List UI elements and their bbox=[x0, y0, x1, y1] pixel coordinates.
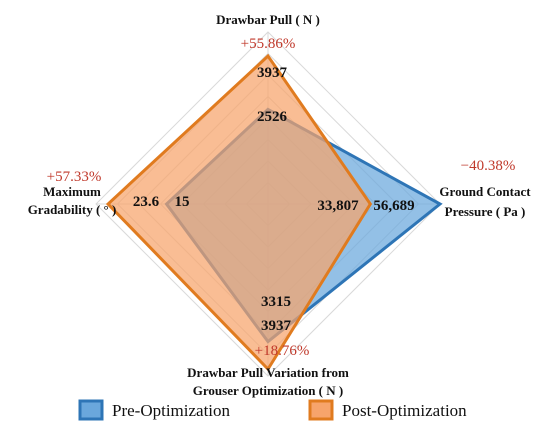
legend-swatch-post bbox=[308, 399, 334, 421]
value-label-drawbar-pull-post: 3937 bbox=[257, 65, 288, 81]
value-label-gradability-post: 23.6 bbox=[133, 194, 160, 210]
change-label-gradability: +57.33% bbox=[47, 169, 102, 185]
legend: Pre-Optimization Post-Optimization bbox=[78, 399, 467, 421]
legend-label-post: Post-Optimization bbox=[342, 401, 467, 420]
value-label-ground-pressure-pre: 56,689 bbox=[373, 198, 414, 214]
axis-label-variation-line1: Drawbar Pull Variation from bbox=[187, 365, 349, 380]
value-label-ground-pressure-post: 33,807 bbox=[317, 198, 359, 214]
axis-label-variation-line2: Grouser Optimization ( N ) bbox=[193, 383, 343, 398]
legend-swatch-pre bbox=[78, 399, 104, 421]
value-label-variation-post: 3937 bbox=[261, 318, 292, 334]
axis-label-drawbar-pull: Drawbar Pull ( N ) bbox=[216, 12, 320, 27]
value-label-variation-pre: 3315 bbox=[261, 294, 291, 310]
change-label-drawbar-pull: +55.86% bbox=[241, 36, 296, 52]
value-label-drawbar-pull-pre: 2526 bbox=[257, 109, 288, 125]
legend-label-pre: Pre-Optimization bbox=[112, 401, 231, 420]
chart-labels: Drawbar Pull ( N ) +55.86% 3937 2526 −40.38%… bbox=[28, 12, 532, 398]
value-label-gradability-pre: 15 bbox=[175, 194, 190, 210]
axis-label-gradability-line1: Maximum bbox=[43, 184, 101, 199]
axis-label-ground-pressure-line2: Pressure ( Pa ) bbox=[445, 204, 526, 219]
change-label-ground-pressure: −40.38% bbox=[461, 158, 516, 174]
axis-label-gradability-line2: Gradability ( ° ) bbox=[28, 202, 117, 217]
series-layer bbox=[105, 53, 443, 372]
axis-label-ground-pressure-line1: Ground Contact bbox=[439, 184, 531, 199]
change-label-variation: +18.76% bbox=[255, 343, 310, 359]
series-post-area bbox=[105, 53, 373, 372]
